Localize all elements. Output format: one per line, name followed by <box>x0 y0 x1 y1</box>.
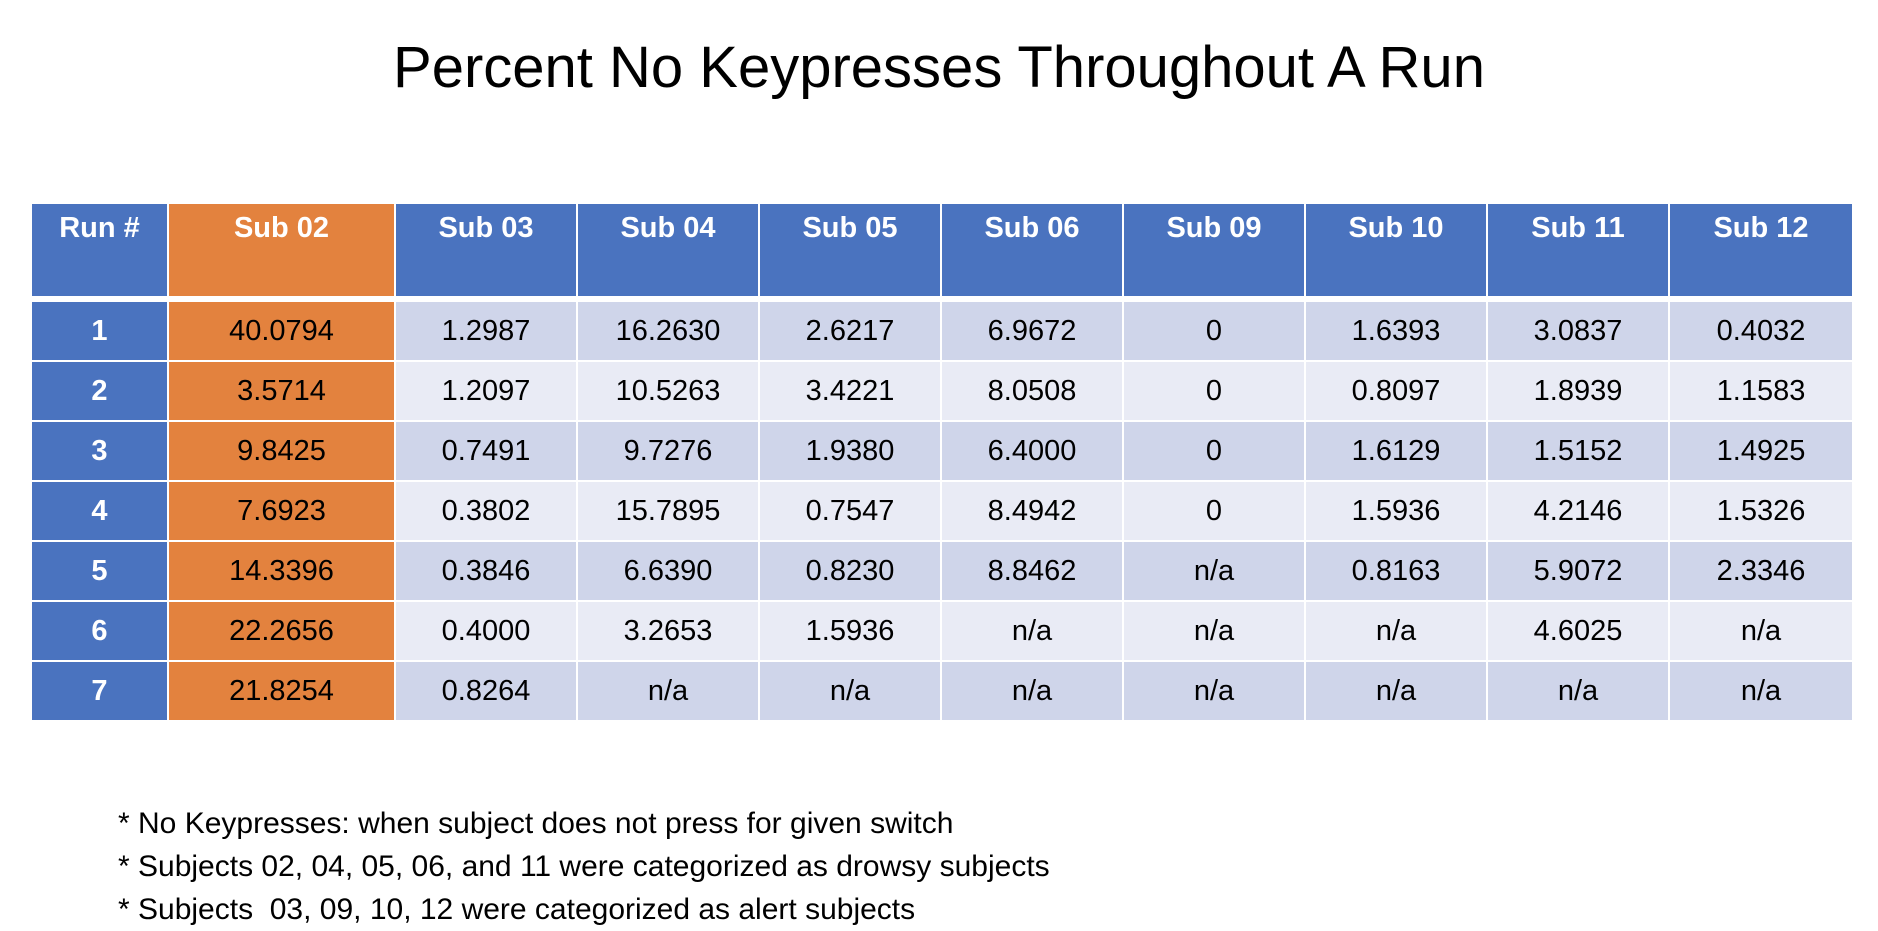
table-cell: 1.1583 <box>1668 360 1854 422</box>
subject-column-header: Sub 10 <box>1304 202 1488 300</box>
table-cell: 3.2653 <box>576 600 760 662</box>
footnote: * No Keypresses: when subject does not p… <box>118 807 954 840</box>
table-cell: 10.5263 <box>576 360 760 422</box>
table-cell: 6.6390 <box>576 540 760 602</box>
slide-title: Percent No Keypresses Throughout A Run <box>393 35 1485 100</box>
table-cell: 1.5936 <box>1304 480 1488 542</box>
table-cell: 0.7547 <box>758 480 942 542</box>
header-row: Run # Sub 02 Sub 03 Sub 04 Sub 05 Sub 06 Sub 0… <box>30 202 1854 300</box>
table-cell: 1.4925 <box>1668 420 1854 482</box>
table-cell: 0.8230 <box>758 540 942 602</box>
table-cell: 1.6129 <box>1304 420 1488 482</box>
table-cell: n/a <box>1668 600 1854 662</box>
subject-column-header: Sub 02 <box>167 202 396 300</box>
footnotes: * No Keypresses: when subject does not p… <box>118 802 1050 931</box>
run-number-cell: 1 <box>30 298 169 362</box>
table-cell: 5.9072 <box>1486 540 1670 602</box>
table-cell: 4.2146 <box>1486 480 1670 542</box>
table-cell: 1.9380 <box>758 420 942 482</box>
table-cell: 1.8939 <box>1486 360 1670 422</box>
table-cell: 8.4942 <box>940 480 1124 542</box>
footnote: * Subjects 03, 09, 10, 12 were categoriz… <box>118 893 916 926</box>
subject-column-header: Sub 06 <box>940 202 1124 300</box>
table-cell: 0.8163 <box>1304 540 1488 602</box>
table-cell: 21.8254 <box>167 660 396 722</box>
table-cell: 3.0837 <box>1486 298 1670 362</box>
subject-column-header: Sub 09 <box>1122 202 1306 300</box>
table-row: 3 9.8425 0.7491 9.7276 1.9380 6.4000 0 1.6129 1.… <box>30 420 1854 482</box>
table-cell: 14.3396 <box>167 540 396 602</box>
table-row: 4 7.6923 0.3802 15.7895 0.7547 8.4942 0 1.5936 4… <box>30 480 1854 542</box>
subject-column-header: Sub 03 <box>394 202 578 300</box>
table-cell: n/a <box>1122 600 1306 662</box>
table-cell: 40.0794 <box>167 298 396 362</box>
table-cell: 0 <box>1122 360 1306 422</box>
table-cell: n/a <box>940 600 1124 662</box>
run-number-cell: 2 <box>30 360 169 422</box>
table-cell: 1.5936 <box>758 600 942 662</box>
table-cell: 8.0508 <box>940 360 1124 422</box>
subject-column-header: Sub 05 <box>758 202 942 300</box>
table-cell: 0.3846 <box>394 540 578 602</box>
table-row: 5 14.3396 0.3846 6.6390 0.8230 8.8462 n/a 0.816… <box>30 540 1854 602</box>
table-cell: 3.4221 <box>758 360 942 422</box>
table-row: 1 40.0794 1.2987 16.2630 2.6217 6.9672 0 1.6393… <box>30 298 1854 362</box>
run-number-cell: 7 <box>30 660 169 722</box>
table-cell: 2.3346 <box>1668 540 1854 602</box>
run-number-cell: 6 <box>30 600 169 662</box>
table-cell: 0 <box>1122 420 1306 482</box>
subject-column-header: Sub 04 <box>576 202 760 300</box>
table-cell: 0.3802 <box>394 480 578 542</box>
table-cell: 0 <box>1122 298 1306 362</box>
table-cell: 0 <box>1122 480 1306 542</box>
table-cell: 4.6025 <box>1486 600 1670 662</box>
table-cell: 0.8097 <box>1304 360 1488 422</box>
table-cell: n/a <box>758 660 942 722</box>
table-cell: 9.8425 <box>167 420 396 482</box>
run-number-header: Run # <box>30 202 169 300</box>
table-cell: 1.2097 <box>394 360 578 422</box>
table-cell: n/a <box>1122 660 1306 722</box>
table-cell: 0.4032 <box>1668 298 1854 362</box>
table-cell: n/a <box>1304 660 1488 722</box>
table-cell: 0.8264 <box>394 660 578 722</box>
table-cell: 8.8462 <box>940 540 1124 602</box>
table-cell: n/a <box>940 660 1124 722</box>
run-number-cell: 5 <box>30 540 169 602</box>
table-cell: 22.2656 <box>167 600 396 662</box>
table-cell: 15.7895 <box>576 480 760 542</box>
run-number-cell: 3 <box>30 420 169 482</box>
table-row: 6 22.2656 0.4000 3.2653 1.5936 n/a n/a n/a 4.602… <box>30 600 1854 662</box>
table-row: 7 21.8254 0.8264 n/a n/a n/a n/a n/a n/a n/a <box>30 660 1854 722</box>
table-cell: 6.9672 <box>940 298 1124 362</box>
table-cell: 1.5326 <box>1668 480 1854 542</box>
table-cell: 1.2987 <box>394 298 578 362</box>
table-cell: 16.2630 <box>576 298 760 362</box>
table-row: 2 3.5714 1.2097 10.5263 3.4221 8.0508 0 0.8097 1… <box>30 360 1854 422</box>
table-cell: 0.4000 <box>394 600 578 662</box>
table-cell: 7.6923 <box>167 480 396 542</box>
table-cell: n/a <box>1122 540 1306 602</box>
table-cell: n/a <box>1304 600 1488 662</box>
subject-column-header: Sub 11 <box>1486 202 1670 300</box>
table-cell: 6.4000 <box>940 420 1124 482</box>
table-cell: n/a <box>1668 660 1854 722</box>
table-cell: 0.7491 <box>394 420 578 482</box>
footnote: * Subjects 02, 04, 05, 06, and 11 were c… <box>118 850 1050 883</box>
table-cell: 1.6393 <box>1304 298 1488 362</box>
keypress-table: Run # Sub 02 Sub 03 Sub 04 Sub 05 Sub 06 Sub 0… <box>30 202 1854 722</box>
table-body: 1 40.0794 1.2987 16.2630 2.6217 6.9672 0 1.6393… <box>30 298 1854 722</box>
table-cell: n/a <box>576 660 760 722</box>
table-cell: 9.7276 <box>576 420 760 482</box>
table-cell: 3.5714 <box>167 360 396 422</box>
table-cell: n/a <box>1486 660 1670 722</box>
table-cell: 2.6217 <box>758 298 942 362</box>
subject-column-header: Sub 12 <box>1668 202 1854 300</box>
table-cell: 1.5152 <box>1486 420 1670 482</box>
run-number-cell: 4 <box>30 480 169 542</box>
